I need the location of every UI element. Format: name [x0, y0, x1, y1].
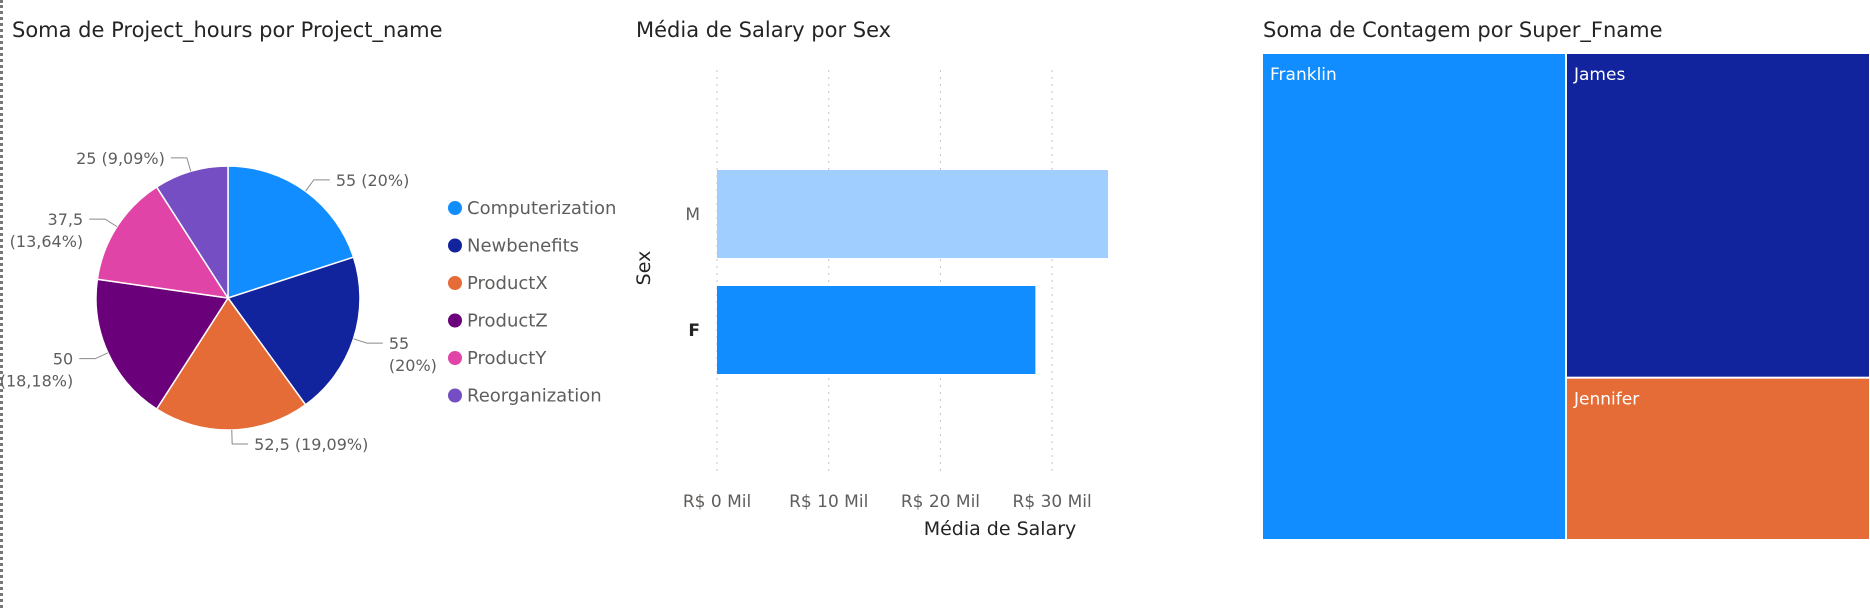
- legend-marker-computerization: [448, 201, 462, 215]
- bar-m[interactable]: [717, 170, 1108, 258]
- bar-chart-title: Média de Salary por Sex: [636, 18, 892, 42]
- pie-slice-reorganization[interactable]: [155, 165, 229, 301]
- treemap-label-jennifer: Jennifer: [1573, 390, 1639, 410]
- bar-x-tick-3: R$ 30 Mil: [1013, 492, 1092, 512]
- treemap: Franklin James Jennifer: [1263, 54, 1869, 539]
- pie-slice-producty[interactable]: [96, 185, 230, 299]
- pie-data-label-productx: 52,5 (19,09%): [254, 435, 368, 454]
- pie-leader-reorganization: [170, 157, 192, 172]
- legend-item-newbenefits[interactable]: Newbenefits: [467, 236, 579, 257]
- legend-item-producty[interactable]: ProductY: [467, 348, 547, 369]
- pie-data-label-newbenefits: 55: [389, 334, 409, 353]
- pie-slice-computerization[interactable]: [227, 165, 355, 300]
- bar-f[interactable]: [717, 286, 1036, 374]
- pie-leader-producty: [89, 218, 118, 228]
- treemap-tile-franklin[interactable]: [1263, 54, 1565, 539]
- bar-x-tick-1: R$ 10 Mil: [789, 492, 868, 512]
- pie-data-label-computerization: 55 (20%): [336, 171, 410, 190]
- pie-data-label-producty: 37,5: [48, 210, 84, 229]
- bar-x-axis-label: Média de Salary: [924, 518, 1077, 540]
- pie-slice-productx[interactable]: [155, 296, 307, 431]
- pie-leader-productz: [79, 352, 109, 360]
- legend-marker-producty: [448, 351, 462, 365]
- bar-category-label-m: M: [685, 205, 700, 225]
- treemap-tile-james[interactable]: [1567, 54, 1869, 377]
- pie-chart: 55 (20%) 55 (20%) 52,5 (19,09%) 50 (18,18%) 37…: [0, 149, 616, 454]
- pie-slice-newbenefits[interactable]: [226, 256, 361, 406]
- treemap-title: Soma de Contagem por Super_Fname: [1263, 18, 1663, 42]
- pie-leader-computerization: [305, 179, 330, 192]
- bar-y-axis-label: Sex: [633, 251, 655, 286]
- pie-slice-productz[interactable]: [95, 278, 230, 411]
- pie-data-label-productz: 50: [53, 350, 73, 369]
- page-left-edge: [0, 0, 3, 608]
- bar-x-tick-2: R$ 20 Mil: [901, 492, 980, 512]
- legend-item-productz[interactable]: ProductZ: [467, 311, 548, 332]
- pie-data-label-pct-producty: (13,64%): [10, 232, 84, 251]
- legend-item-reorganization[interactable]: Reorganization: [467, 386, 602, 407]
- legend-marker-newbenefits: [448, 238, 462, 253]
- pie-data-label-pct-productz: (18,18%): [0, 372, 73, 391]
- legend-marker-productz: [448, 313, 462, 328]
- pie-leader-newbenefits: [353, 338, 383, 344]
- pie-data-label-pct-newbenefits: (20%): [389, 356, 437, 375]
- bar-x-tick-0: R$ 0 Mil: [683, 492, 751, 512]
- legend-item-productx[interactable]: ProductX: [467, 273, 548, 294]
- treemap-label-james: James: [1573, 65, 1625, 85]
- bar-category-label-f: F: [688, 321, 700, 341]
- legend-marker-reorganization: [448, 388, 462, 403]
- pie-leader-productx: [231, 429, 249, 445]
- legend-item-computerization[interactable]: Computerization: [467, 198, 616, 219]
- bar-chart: M F R$ 0 Mil R$ 10 Mil R$ 20 Mil R$ 30 Mil M…: [633, 70, 1108, 540]
- treemap-tile-jennifer[interactable]: [1567, 378, 1869, 539]
- pie-chart-title: Soma de Project_hours por Project_name: [12, 18, 443, 42]
- legend-marker-productx: [448, 276, 462, 290]
- treemap-label-franklin: Franklin: [1270, 65, 1337, 85]
- pie-data-label-reorganization: 25 (9,09%): [76, 149, 165, 168]
